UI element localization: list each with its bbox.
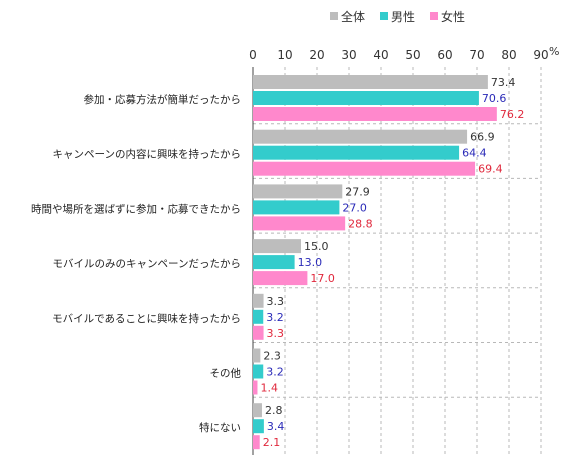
legend-swatch-1 xyxy=(330,12,338,20)
gridlines xyxy=(252,67,542,455)
value-label-7-3: 2.1 xyxy=(263,436,281,449)
value-label-1-3: 76.2 xyxy=(500,108,524,121)
value-label-4-2: 13.0 xyxy=(298,256,323,269)
bar-5-3 xyxy=(253,325,264,340)
tick-label-20: 20 xyxy=(309,48,324,62)
bar-2-3 xyxy=(253,161,476,176)
value-label-4-1: 15.0 xyxy=(304,240,329,253)
value-label-6-2: 3.2 xyxy=(266,366,284,379)
tick-label-30: 30 xyxy=(341,48,356,62)
value-labels: 73.4 70.6 76.2 66.9 64.4 69.4 27.9 27.0 28.8 15.0… xyxy=(260,76,524,449)
value-label-3-3: 28.8 xyxy=(348,217,373,230)
bar-2-1 xyxy=(253,129,468,144)
value-label-7-1: 2.8 xyxy=(265,404,283,417)
bar-4-3 xyxy=(253,271,308,286)
value-label-3-2: 27.0 xyxy=(342,201,367,214)
value-label-6-1: 2.3 xyxy=(263,350,281,363)
legend-label-1: 全体 xyxy=(341,9,365,24)
tick-label-40: 40 xyxy=(373,48,388,62)
tick-label-70: 70 xyxy=(469,48,484,62)
category-label-4: モバイルのみのキャンペーンだったから xyxy=(53,258,241,270)
legend-label-3: 女性 xyxy=(441,9,465,24)
value-label-2-3: 69.4 xyxy=(478,163,503,176)
bar-6-2 xyxy=(253,364,264,379)
value-label-2-2: 64.4 xyxy=(462,147,487,160)
category-label-1: 参加・応募方法が簡単だったから xyxy=(84,93,242,106)
bar-3-2 xyxy=(253,200,340,215)
bar-4-1 xyxy=(253,239,301,254)
tick-label-0: 0 xyxy=(249,48,257,62)
legend-swatch-2 xyxy=(380,12,388,20)
tick-label-80: 80 xyxy=(501,48,516,62)
value-label-5-1: 3.3 xyxy=(267,295,285,308)
value-label-2-1: 66.9 xyxy=(470,131,495,144)
x-axis: 0 10 20 30 40 50 60 70 80 90% xyxy=(249,45,559,62)
tick-label-60: 60 xyxy=(437,48,452,62)
tick-label-50: 50 xyxy=(405,48,420,62)
value-label-6-3: 1.4 xyxy=(260,382,278,395)
category-label-3: 時間や場所を選ばずに参加・応募できたから xyxy=(31,202,241,215)
value-label-1-2: 70.6 xyxy=(482,92,507,105)
bar-5-1 xyxy=(253,293,264,308)
bar-7-3 xyxy=(253,435,260,450)
value-label-5-3: 3.3 xyxy=(267,327,285,340)
legend: 全体 男性 女性 xyxy=(330,9,465,24)
bar-5-2 xyxy=(253,309,264,324)
bar-4-2 xyxy=(253,255,295,270)
category-labels: 参加・応募方法が簡単だったからキャンペーンの内容に興味を持ったから時間や場所を選… xyxy=(31,93,241,434)
bar-6-1 xyxy=(253,348,261,363)
category-label-5: モバイルであることに興味を持ったから xyxy=(52,312,241,325)
tick-label-10: 10 xyxy=(277,48,292,62)
value-label-5-2: 3.2 xyxy=(266,311,284,324)
value-label-7-2: 3.4 xyxy=(267,420,285,433)
tick-label-90: 90 xyxy=(533,48,548,62)
legend-label-2: 男性 xyxy=(391,10,415,24)
category-label-2: キャンペーンの内容に興味を持ったから xyxy=(53,148,241,161)
bar-1-3 xyxy=(253,107,497,121)
bar-6-3 xyxy=(253,380,258,395)
bar-3-3 xyxy=(253,216,346,231)
bar-7-2 xyxy=(253,419,264,434)
bars xyxy=(253,75,497,450)
value-label-4-3: 17.0 xyxy=(310,272,335,285)
bar-1-2 xyxy=(253,91,479,105)
category-label-7: 特にない xyxy=(199,422,241,434)
bar-7-1 xyxy=(253,403,262,418)
bar-3-1 xyxy=(253,184,343,199)
value-label-1-1: 73.4 xyxy=(491,76,516,89)
bar-1-1 xyxy=(253,75,488,89)
unit-label: % xyxy=(549,45,559,58)
bar-2-2 xyxy=(253,145,460,160)
category-label-6: その他 xyxy=(210,367,242,380)
value-label-3-1: 27.9 xyxy=(345,185,370,198)
legend-swatch-3 xyxy=(430,12,438,20)
